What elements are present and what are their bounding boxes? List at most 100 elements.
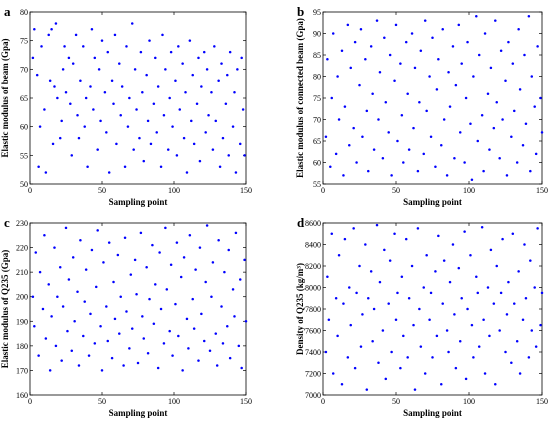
data-point [428,318,431,321]
y-tick-label: 60 [313,159,321,168]
data-point [353,366,357,370]
data-point [125,310,128,313]
data-point [498,156,501,160]
data-point [221,342,225,345]
data-point [138,136,141,140]
data-point [119,295,122,298]
x-tick-label: 100 [168,397,180,406]
data-point [217,238,220,242]
data-point [337,254,341,257]
data-point [237,344,241,348]
data-point [358,264,361,268]
data-point [133,68,137,71]
data-point [372,148,376,151]
y-tick-label: 70 [313,116,321,125]
data-point [394,23,398,27]
data-point [412,126,415,130]
data-point [342,302,345,305]
data-point [152,322,156,325]
data-point [48,369,52,372]
data-point [106,50,110,54]
data-point [181,369,184,372]
data-point [488,334,491,338]
data-point [33,27,36,31]
data-point [533,105,536,108]
data-point [334,297,338,300]
data-point [110,356,114,360]
data-point [498,329,501,332]
data-point [192,327,196,330]
data-point [151,243,154,247]
data-point [86,165,89,169]
data-point [130,327,134,330]
panel-d-ylabel: Density of Q235 (kg/m³) [295,263,305,355]
data-point [437,58,440,61]
data-point [207,113,210,117]
x-tick-label: 100 [463,397,475,406]
data-point [530,329,534,332]
data-point [141,91,144,94]
data-point [165,288,169,291]
x-tick-label: 50 [392,397,400,406]
data-point [233,91,236,94]
data-point [228,356,232,360]
data-point [53,246,56,249]
data-point [388,53,392,57]
data-point [43,108,46,111]
data-point [112,102,115,105]
data-point [146,119,150,123]
data-point [454,366,458,370]
data-point [410,32,414,35]
y-tick-label: 7400 [305,348,321,357]
data-point [521,144,525,147]
x-tick-label: 50 [98,397,106,406]
data-point [44,171,48,174]
plot-frame [322,222,543,396]
data-point [343,105,347,108]
x-tick-label: 50 [98,186,106,195]
data-point [413,388,417,391]
y-tick-label: 7800 [305,305,321,314]
data-point [469,254,472,257]
data-point [190,119,193,123]
data-point [148,39,151,42]
y-tick-label: 65 [313,137,321,146]
data-point [369,270,373,273]
data-point [488,148,491,151]
data-point [331,372,335,375]
data-point [400,113,404,117]
data-point [419,345,423,348]
data-point [41,307,45,311]
data-point [231,125,235,128]
data-point [238,142,242,146]
data-point [63,45,66,48]
data-point [378,280,382,284]
data-point [70,154,74,157]
data-point [353,40,357,44]
data-point [168,329,171,333]
data-point [141,315,144,318]
data-point [361,135,364,138]
data-point [204,131,207,134]
y-tick-label: 90 [313,30,321,39]
x-tick-label: 50 [392,186,400,195]
data-point [400,275,404,278]
data-point [442,118,446,121]
data-point [50,315,53,318]
data-point [440,144,443,147]
y-tick-label: 8000 [305,284,321,293]
data-point [213,45,216,48]
data-point [94,285,98,289]
data-point [38,125,42,128]
data-point [73,320,76,323]
data-point [103,91,107,94]
data-point [31,295,35,298]
data-point [441,302,444,305]
data-point [112,280,115,284]
data-point [330,96,334,100]
y-tick-label: 55 [20,151,28,160]
panel-c: c Sampling point Elastic modulus of Q235… [0,215,252,418]
data-point [224,102,228,105]
data-point [429,135,433,138]
